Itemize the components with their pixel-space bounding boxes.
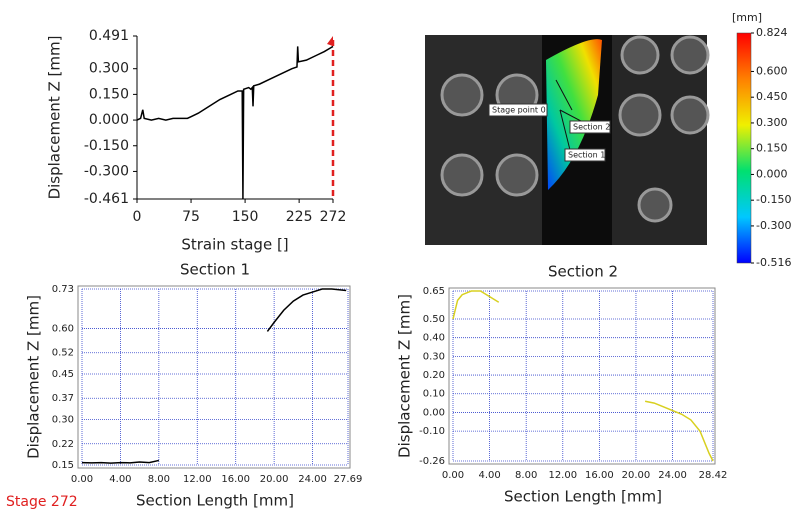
plot-frame [448, 287, 716, 465]
y-tick-label: 0.73 [52, 284, 74, 295]
colorbar-unit: [mm] [732, 11, 762, 24]
x-tick-label: 20.00 [622, 470, 651, 481]
x-tick-label: 12.00 [183, 474, 212, 485]
data-line [136, 45, 334, 200]
x-tick-label: 8.00 [515, 470, 537, 481]
y-tick-label: -0.10 [419, 426, 445, 437]
y-tick-label: 0.00 [423, 407, 445, 418]
y-tick-label: 0.45 [52, 369, 74, 380]
y-tick-label: 0.30 [52, 414, 74, 425]
x-tick-label: 272 [320, 209, 347, 225]
colorbar-tick-label: 0.824 [756, 26, 788, 39]
x-tick-label: 4.00 [109, 474, 131, 485]
data-line [452, 290, 500, 320]
y-axis-label: Displacement Z [mm] [25, 295, 43, 459]
colorbar-tick-label: 0.600 [756, 64, 788, 77]
colorbar-tick-label: 0.450 [756, 90, 788, 103]
chart-title: Section 1 [180, 261, 250, 279]
y-tick-label: 0.491 [89, 28, 129, 44]
specimen-image: Stage point 0 Section 2 Section 1 [425, 35, 710, 245]
stage-label: Stage 272 [6, 494, 78, 510]
x-axis-label: Section Length [mm] [504, 488, 662, 506]
y-tick-label: 0.40 [423, 333, 445, 344]
stage-marker-head [327, 36, 333, 46]
image-label: Section 1 [568, 151, 605, 160]
x-tick-label: 24.00 [658, 470, 687, 481]
y-tick-label: 0.50 [423, 314, 445, 325]
colorbar-tick-label: 0.150 [756, 142, 788, 155]
x-tick-label: 8.00 [148, 474, 170, 485]
x-tick-label: 4.00 [478, 470, 500, 481]
y-tick-label: 0.000 [89, 112, 129, 128]
data-line [266, 288, 347, 332]
y-tick-label: 0.60 [52, 323, 74, 334]
x-tick-label: 12.00 [548, 470, 577, 481]
x-tick-label: 150 [232, 209, 259, 225]
x-tick-label: 75 [182, 209, 200, 225]
colorbar-tick-label: -0.516 [756, 256, 791, 269]
x-tick-label: 16.00 [221, 474, 250, 485]
y-tick-label: -0.150 [84, 138, 129, 154]
x-axis-label: Section Length [mm] [136, 492, 294, 510]
plot-frame [77, 285, 351, 469]
y-tick-label: -0.26 [419, 456, 445, 467]
y-axis-label: Displacement Z [mm] [46, 36, 64, 200]
colorbar-tick-label: -0.300 [756, 219, 791, 232]
x-tick-label: 28.42 [699, 470, 728, 481]
y-tick-label: 0.37 [52, 393, 74, 404]
x-axis-label: Strain stage [] [181, 236, 288, 254]
y-axis-label: Displacement Z [mm] [396, 294, 414, 458]
colorbar [736, 32, 752, 264]
x-tick-label: 0.00 [442, 470, 464, 481]
colorbar-tick-label: 0.000 [756, 167, 788, 180]
x-tick-label: 20.00 [260, 474, 289, 485]
y-tick-label: -0.461 [84, 191, 129, 207]
y-tick-label: 0.22 [52, 439, 74, 450]
image-label: Section 2 [573, 123, 610, 132]
y-tick-label: 0.300 [89, 61, 129, 77]
y-tick-label: 0.52 [52, 348, 74, 359]
x-tick-label: 16.00 [585, 470, 614, 481]
y-tick-label: 0.150 [89, 86, 129, 102]
y-tick-label: 0.65 [423, 286, 445, 297]
chart-title: Section 2 [548, 263, 618, 281]
data-line [644, 400, 714, 462]
y-tick-label: 0.10 [423, 389, 445, 400]
image-label: Stage point 0 [492, 106, 546, 115]
colorbar-tick-label: 0.300 [756, 116, 788, 129]
colorbar-tick-label: -0.150 [756, 193, 791, 206]
y-tick-label: 0.15 [52, 460, 74, 471]
y-tick-label: -0.300 [84, 163, 129, 179]
x-tick-label: 225 [286, 209, 313, 225]
x-tick-label: 27.69 [334, 474, 363, 485]
y-tick-label: 0.20 [423, 370, 445, 381]
x-tick-label: 0 [133, 209, 142, 225]
x-tick-label: 24.00 [298, 474, 327, 485]
x-tick-label: 0.00 [71, 474, 93, 485]
data-line [81, 459, 160, 464]
y-tick-label: 0.30 [423, 351, 445, 362]
